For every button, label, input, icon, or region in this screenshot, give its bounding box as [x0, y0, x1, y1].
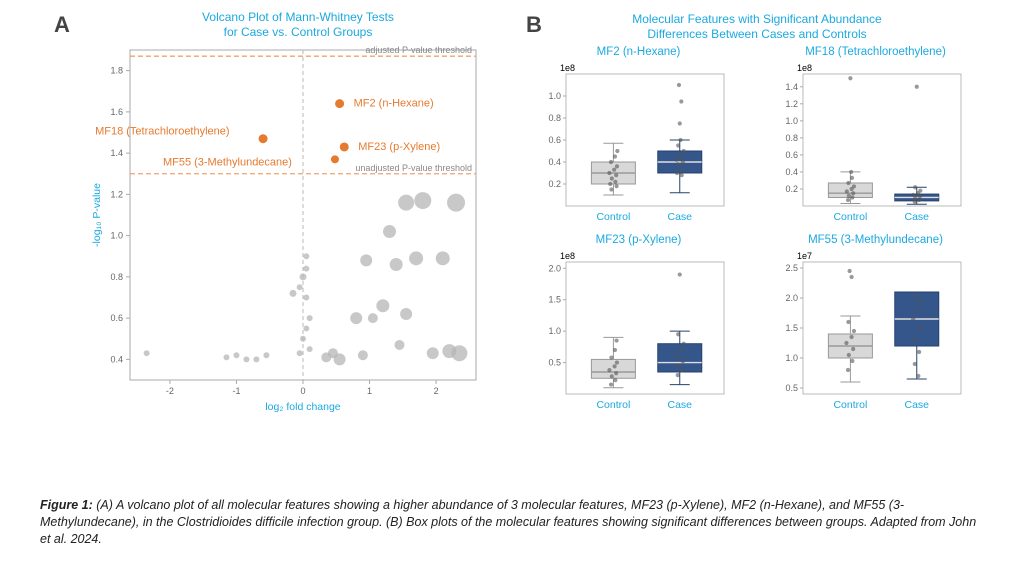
caption-lead: Figure 1: [40, 498, 93, 512]
svg-text:2.5: 2.5 [785, 263, 798, 273]
svg-text:0.6: 0.6 [785, 150, 798, 160]
svg-text:1.0: 1.0 [548, 91, 561, 101]
svg-text:2.0: 2.0 [548, 263, 561, 273]
boxplot-title: MF18 (Tetrachloroethylene) [767, 46, 984, 58]
svg-text:1.4: 1.4 [110, 148, 123, 158]
svg-text:1.5: 1.5 [785, 323, 798, 333]
svg-text:1e7: 1e7 [797, 251, 812, 261]
figure-container: A Volcano Plot of Mann-Whitney Tests for… [40, 8, 984, 416]
panel-a: A Volcano Plot of Mann-Whitney Tests for… [40, 8, 510, 416]
svg-text:0.4: 0.4 [785, 167, 798, 177]
svg-text:MF2 (n-Hexane): MF2 (n-Hexane) [354, 98, 434, 110]
svg-text:0.4: 0.4 [110, 354, 123, 364]
panel-b-title-line2: Differences Between Cases and Controls [647, 27, 866, 41]
svg-text:1.0: 1.0 [785, 353, 798, 363]
panel-a-letter: A [54, 12, 70, 38]
boxplot-mf2: MF2 (n-Hexane) 1e8 0.2 0.4 0.6 0.8 1.0 Control C… [530, 46, 747, 228]
boxplot-mf18: MF18 (Tetrachloroethylene) 1e8 0.2 0.4 0.6 0.… [767, 46, 984, 228]
panel-b-title-line1: Molecular Features with Significant Abun… [632, 12, 881, 26]
svg-text:unadjusted P-value threshold: unadjusted P-value threshold [355, 163, 472, 173]
svg-text:1.0: 1.0 [548, 326, 561, 336]
panel-a-title-line2: for Case vs. Control Groups [224, 25, 373, 39]
svg-text:Control: Control [596, 211, 630, 223]
svg-text:1.4: 1.4 [785, 82, 798, 92]
boxplot-svg: 1e8 0.2 0.4 0.6 0.8 1.0 Control Case [530, 60, 730, 228]
svg-text:-2: -2 [166, 386, 174, 396]
svg-text:log₂ fold change: log₂ fold change [265, 401, 340, 413]
svg-text:1e8: 1e8 [560, 251, 575, 261]
boxplot-svg: 1e8 0.5 1.0 1.5 2.0 Control Case [530, 248, 730, 416]
svg-text:0.8: 0.8 [548, 113, 561, 123]
svg-text:Case: Case [905, 399, 930, 411]
svg-text:-1: -1 [232, 386, 240, 396]
svg-text:1.0: 1.0 [110, 231, 123, 241]
svg-text:Case: Case [668, 211, 693, 223]
svg-text:2.0: 2.0 [785, 293, 798, 303]
svg-text:0.8: 0.8 [785, 133, 798, 143]
boxplot-mf23: MF23 (p-Xylene) 1e8 0.5 1.0 1.5 2.0 Control Cas… [530, 234, 747, 416]
svg-text:MF18 (Tetrachloroethylene): MF18 (Tetrachloroethylene) [95, 126, 230, 138]
svg-text:MF55 (3-Methylundecane): MF55 (3-Methylundecane) [163, 156, 292, 168]
svg-text:0.5: 0.5 [785, 383, 798, 393]
svg-text:1.6: 1.6 [110, 107, 123, 117]
svg-text:0.5: 0.5 [548, 358, 561, 368]
svg-text:-log₁₀ P-value: -log₁₀ P-value [91, 183, 103, 247]
svg-text:adjusted P-value threshold: adjusted P-value threshold [365, 45, 472, 55]
boxplot-svg: 1e8 0.2 0.4 0.6 0.8 1.0 1.2 1.4 Control Case [767, 60, 967, 228]
svg-text:1.8: 1.8 [110, 66, 123, 76]
svg-text:Case: Case [668, 399, 693, 411]
svg-text:1.5: 1.5 [548, 295, 561, 305]
svg-text:0.2: 0.2 [785, 184, 798, 194]
boxplot-title: MF23 (p-Xylene) [530, 234, 747, 246]
svg-text:1.0: 1.0 [785, 116, 798, 126]
svg-text:1e8: 1e8 [560, 63, 575, 73]
svg-text:0.2: 0.2 [548, 179, 561, 189]
svg-text:0.8: 0.8 [110, 272, 123, 282]
svg-text:0.4: 0.4 [548, 157, 561, 167]
boxplot-title: MF55 (3-Methylundecane) [767, 234, 984, 246]
boxplot-title: MF2 (n-Hexane) [530, 46, 747, 58]
svg-text:0.6: 0.6 [548, 135, 561, 145]
svg-text:1.2: 1.2 [110, 189, 123, 199]
boxplot-svg: 1e7 0.5 1.0 1.5 2.0 2.5 Control Case [767, 248, 967, 416]
panel-a-title-line1: Volcano Plot of Mann-Whitney Tests [202, 10, 394, 24]
svg-text:1.2: 1.2 [785, 99, 798, 109]
svg-text:Case: Case [905, 211, 930, 223]
panel-b-title: Molecular Features with Significant Abun… [530, 8, 984, 42]
svg-text:0.6: 0.6 [110, 313, 123, 323]
svg-text:Control: Control [833, 399, 867, 411]
volcano-plot: adjusted P-value threshold unadjusted P-v… [86, 44, 486, 414]
panel-b-letter: B [526, 12, 542, 38]
panel-b: B Molecular Features with Significant Ab… [530, 8, 984, 416]
svg-text:Control: Control [833, 211, 867, 223]
svg-text:Control: Control [596, 399, 630, 411]
figure-caption: Figure 1: (A) A volcano plot of all mole… [40, 497, 984, 548]
svg-text:2: 2 [434, 386, 439, 396]
caption-body: (A) A volcano plot of all molecular feat… [40, 498, 976, 546]
svg-text:1e8: 1e8 [797, 63, 812, 73]
boxplot-mf55: MF55 (3-Methylundecane) 1e7 0.5 1.0 1.5 2.0 2.… [767, 234, 984, 416]
svg-text:0: 0 [300, 386, 305, 396]
svg-text:1: 1 [367, 386, 372, 396]
panel-a-title: Volcano Plot of Mann-Whitney Tests for C… [86, 10, 510, 40]
svg-text:MF23 (p-Xylene): MF23 (p-Xylene) [358, 141, 440, 153]
boxplot-grid: MF2 (n-Hexane) 1e8 0.2 0.4 0.6 0.8 1.0 Control C… [530, 46, 984, 416]
